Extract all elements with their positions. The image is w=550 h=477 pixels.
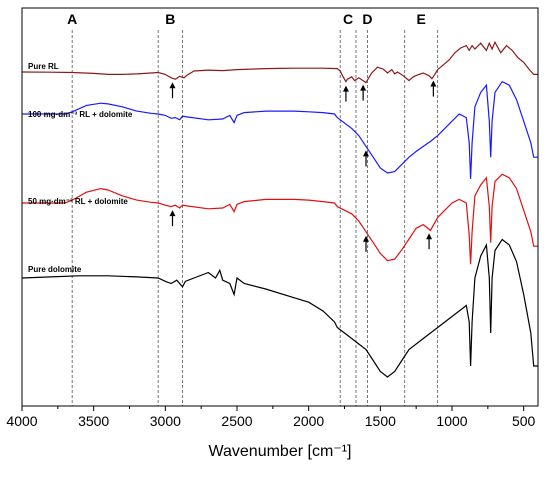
spectra bbox=[21, 40, 538, 378]
series-label-0: Pure RL bbox=[28, 62, 59, 71]
x-tick-label-2000: 2000 bbox=[293, 413, 324, 429]
series-line-1 bbox=[22, 80, 538, 179]
x-axis-ticks: 4000 3500 3000 2500 2000 1500 1000 500 bbox=[6, 406, 536, 429]
series-line-0 bbox=[21, 40, 538, 84]
peak-arrow-2 bbox=[360, 84, 367, 101]
series-label-3: Pure dolomite bbox=[28, 265, 82, 274]
x-tick-label-1500: 1500 bbox=[365, 413, 396, 429]
series-label-1: 100 mg·dm⁻³ RL + dolomite bbox=[28, 110, 133, 119]
band-lines bbox=[71, 30, 439, 406]
band-label-e: E bbox=[417, 11, 426, 27]
x-tick-label-3500: 3500 bbox=[78, 413, 109, 429]
spectrum-labels: Pure RL 100 mg·dm⁻³ RL + dolomite 50 mg·dm… bbox=[28, 62, 133, 274]
peak-arrow-3 bbox=[430, 80, 437, 97]
band-label-c: C bbox=[343, 11, 353, 27]
series-line-2 bbox=[22, 173, 538, 265]
x-tick-label-1000: 1000 bbox=[436, 413, 467, 429]
band-label-b: B bbox=[165, 11, 175, 27]
band-label-d: D bbox=[362, 11, 372, 27]
peak-arrow-0 bbox=[169, 82, 176, 99]
series-label-2: 50 mg·dm⁻³ RL + dolomite bbox=[28, 197, 128, 206]
x-tick-label-2500: 2500 bbox=[221, 413, 252, 429]
peak-arrow-4 bbox=[363, 150, 369, 167]
x-tick-label-500: 500 bbox=[512, 413, 536, 429]
peak-arrow-1 bbox=[342, 85, 349, 102]
peak-arrows bbox=[169, 80, 437, 252]
plot-frame bbox=[21, 7, 539, 407]
x-tick-label-4000: 4000 bbox=[6, 413, 37, 429]
peak-arrow-7 bbox=[426, 233, 433, 250]
series-line-3 bbox=[21, 238, 538, 378]
band-label-a: A bbox=[67, 11, 77, 27]
x-axis-title: Wavenumber [cm⁻¹] bbox=[209, 443, 352, 460]
x-tick-label-3000: 3000 bbox=[150, 413, 181, 429]
peak-arrow-6 bbox=[363, 235, 369, 252]
peak-arrow-5 bbox=[169, 210, 176, 227]
